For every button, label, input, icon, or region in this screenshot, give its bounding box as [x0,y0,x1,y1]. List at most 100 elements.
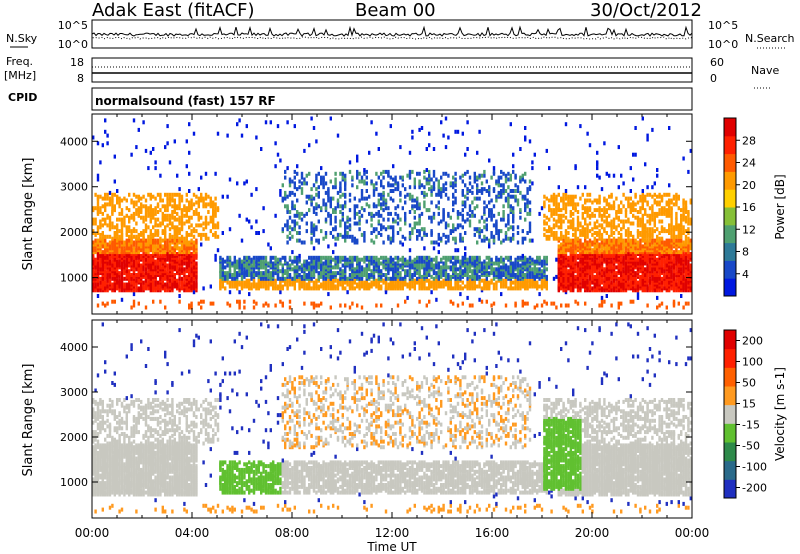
data-cell [555,204,558,209]
data-cell [584,238,587,243]
data-cell [288,278,292,283]
data-cell [545,255,548,260]
data-cell [382,217,385,222]
data-cell [572,200,575,205]
data-cell [116,278,119,283]
data-cell [92,253,95,258]
data-cell [389,276,392,281]
data-cell [500,259,503,264]
data-cell [132,250,136,255]
data-cell [164,234,167,239]
data-cell [557,213,560,218]
data-cell [248,219,251,224]
data-cell [322,280,325,285]
data-cell [382,175,385,180]
data-cell [274,278,277,283]
data-cell [605,273,608,277]
data-cell [336,263,340,268]
data-cell [430,257,433,262]
data-cell [118,248,121,253]
data-cell [216,234,220,239]
data-cell [260,259,263,264]
data-cell [603,276,606,281]
data-cell [188,225,191,230]
data-cell [382,255,385,260]
data-cell [437,261,440,266]
data-cell [456,248,460,253]
data-cell [262,303,265,308]
data-cell [274,259,277,264]
data-cell [250,286,253,291]
data-cell [324,255,328,260]
data-cell [173,232,176,237]
data-cell [238,265,241,270]
data-cell [118,204,121,209]
data-cell [392,225,395,230]
data-cell [480,278,484,283]
data-cell [514,257,517,262]
data-cell [288,263,292,268]
date-title: 30/Oct/2012 [590,0,702,21]
data-cell [543,269,546,274]
data-cell [605,208,608,213]
data-cell [588,192,592,197]
data-cell [183,236,186,241]
data-cell [317,185,320,190]
data-cell [274,284,277,289]
data-cell [192,290,196,295]
data-cell [399,257,402,262]
data-cell [428,143,431,148]
data-cell [164,282,167,287]
data-cell [370,217,373,222]
beam-title: Beam 00 [355,0,436,21]
data-cell [149,192,152,197]
data-cell [423,263,426,268]
data-cell [293,185,296,190]
data-cell [332,227,335,232]
data-cell [224,265,227,270]
data-cell [108,190,112,195]
data-cell [593,198,596,203]
data-cell [596,198,599,203]
data-cell [327,244,330,249]
data-cell [140,231,143,235]
data-cell [108,219,112,224]
nave-label: Nave [751,64,779,77]
data-cell [120,227,124,232]
data-cell [101,217,104,222]
data-cell [507,286,510,291]
data-cell [336,198,340,203]
data-cell [315,177,318,182]
data-cell [336,190,340,195]
data-cell [260,255,263,260]
data-cell [461,280,464,285]
data-cell [315,187,318,192]
freq-left-tick-bottom: 8 [77,72,84,85]
data-cell [485,265,488,270]
data-cell [488,213,491,218]
data-cell [185,255,188,260]
data-cell [310,273,313,277]
data-cell [312,232,316,237]
data-cell [461,173,464,178]
data-cell [274,303,277,308]
data-cell [327,282,330,287]
data-cell [154,267,157,272]
data-cell [365,255,368,260]
data-cell [267,303,270,308]
data-cell [284,175,287,180]
data-cell [147,238,150,243]
data-cell [442,208,445,213]
data-cell [574,274,577,279]
data-cell [598,194,601,199]
data-cell [586,227,589,232]
data-cell [221,194,224,199]
data-cell [560,303,563,308]
data-cell [473,179,476,184]
data-cell [221,231,224,235]
data-cell [156,280,160,285]
data-cell [512,206,515,211]
data-cell [396,303,400,308]
data-cell [130,261,133,266]
data-cell [180,194,184,199]
